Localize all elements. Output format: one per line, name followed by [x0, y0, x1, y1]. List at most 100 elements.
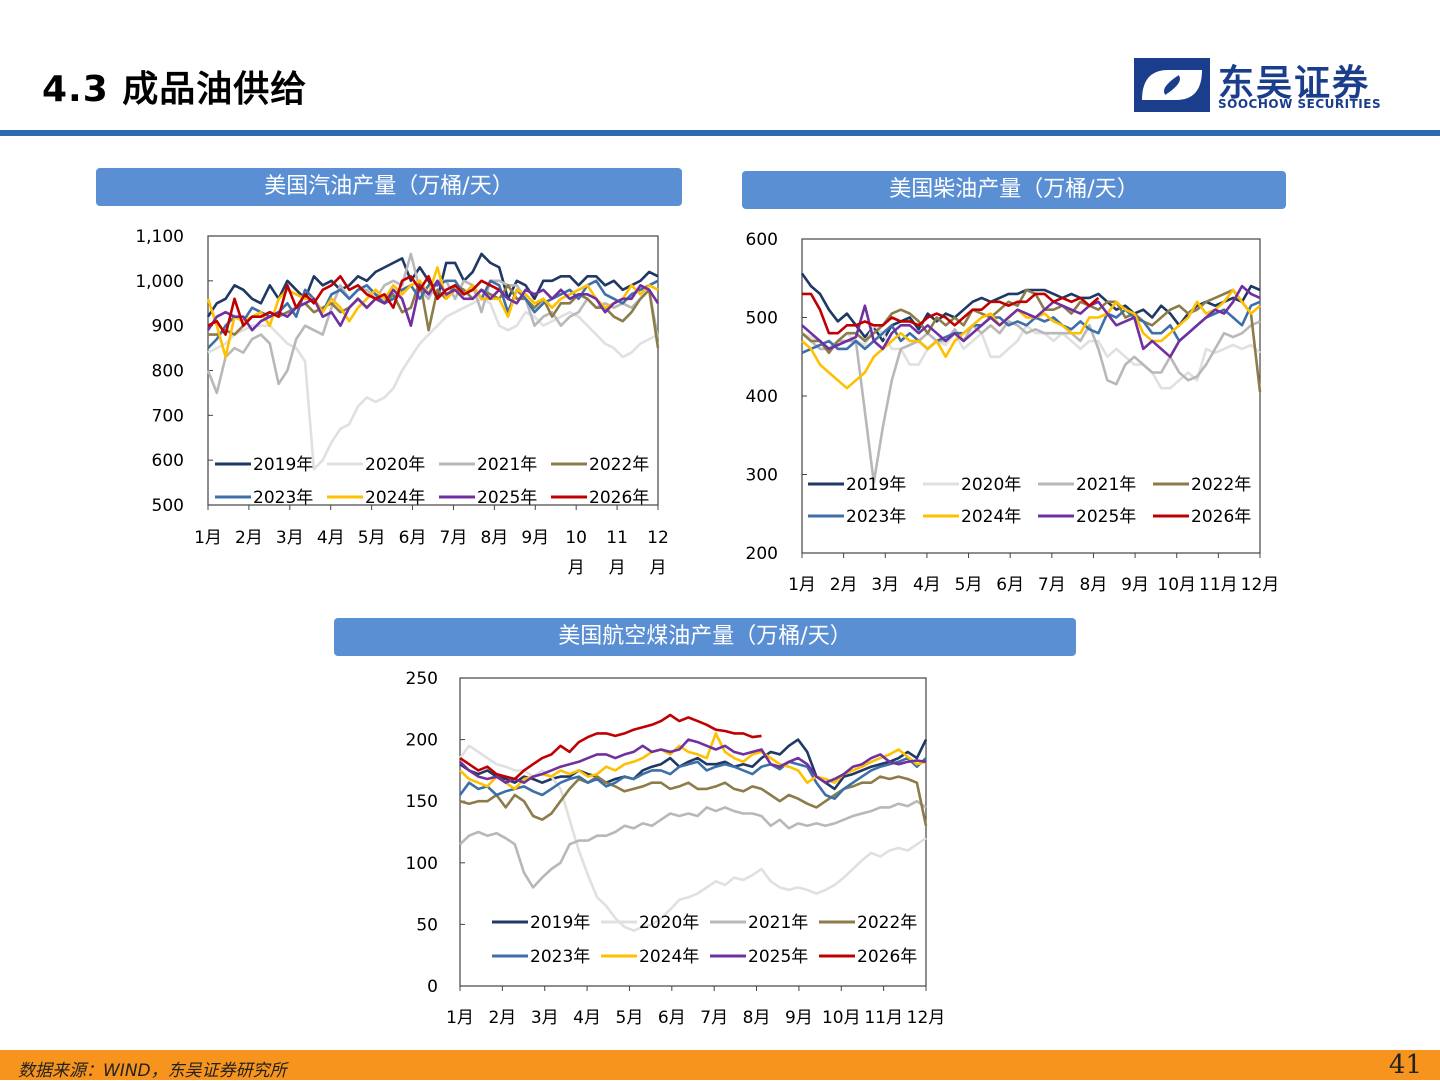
- y-tick-label: 700: [152, 406, 184, 426]
- legend-label: 2024年: [639, 947, 699, 967]
- y-tick-label: 800: [152, 362, 184, 382]
- series-line-2026年: [459, 713, 762, 781]
- series-line-2019年: [800, 272, 1261, 343]
- y-tick-label: 500: [152, 496, 184, 516]
- x-tick-label: 1月: [788, 575, 816, 595]
- legend-label: 2022年: [1191, 475, 1251, 495]
- series-line-2025年: [801, 284, 1261, 359]
- logo-mark-icon: [1134, 58, 1210, 112]
- logo-name: 东吴证券: [1218, 63, 1371, 104]
- legend-label: 2020年: [961, 475, 1021, 495]
- series-line-2020年: [458, 744, 927, 932]
- y-tick-label: 150: [406, 792, 438, 812]
- diesel-production-chart: 200 300 400 500 600 1月 2月 3月 4月 5月 6月 7月 8月 9月 10月 11月 1…: [746, 230, 1280, 595]
- x-tick-label: 3月: [531, 1008, 559, 1028]
- y-tick-label: 1,000: [135, 272, 184, 292]
- x-tick-label: 4月: [913, 575, 941, 595]
- series-line-2025年: [459, 738, 927, 784]
- series-line-2026年: [207, 274, 500, 336]
- series-line-2026年: [802, 292, 1100, 335]
- legend-label: 2022年: [857, 913, 917, 933]
- series-line-2021年: [459, 799, 927, 889]
- y-tick-label: 900: [152, 317, 184, 337]
- y-tick-label: 100: [406, 854, 438, 874]
- y-tick-label: 0: [427, 977, 438, 997]
- x-tick-label: 7月: [1038, 575, 1066, 595]
- x-tick-label: 1月: [194, 528, 222, 548]
- x-tick-label: 11月: [1199, 575, 1238, 595]
- y-tick-label: 600: [152, 451, 184, 471]
- legend-label: 2022年: [589, 455, 649, 475]
- x-tick-label: 2月: [235, 528, 263, 548]
- logo-subtitle: SOOCHOW SECURITIES: [1218, 97, 1382, 111]
- x-tick-label: 1月: [446, 1008, 474, 1028]
- x-tick-label: 4月: [317, 528, 345, 548]
- legend-label: 2021年: [477, 455, 537, 475]
- series-line-2024年: [206, 266, 659, 359]
- legend-label: 2024年: [961, 507, 1021, 527]
- x-tick-label: 8月: [480, 528, 508, 548]
- legend-label: 2023年: [253, 488, 313, 508]
- x-tick-label: 6月: [996, 575, 1024, 595]
- chart-title-gasoline: 美国汽油产量（万桶/天）: [96, 168, 682, 206]
- page-number: 41: [1388, 1050, 1422, 1080]
- x-tick-label: 2月: [488, 1008, 516, 1028]
- legend-label: 2019年: [530, 913, 590, 933]
- x-tick-label: 9月: [521, 528, 549, 548]
- series-line-2020年: [207, 297, 659, 471]
- x-tick-label: 2月: [830, 575, 858, 595]
- legend-label: 2021年: [748, 913, 808, 933]
- legend-label: 2025年: [1076, 507, 1136, 527]
- y-tick-label: 400: [746, 387, 778, 407]
- data-source-note: 数据来源：WIND，东吴证券研究所: [18, 1061, 287, 1081]
- legend-label: 2026年: [589, 488, 649, 508]
- series-line-2019年: [459, 738, 928, 791]
- y-tick-label: 200: [746, 544, 778, 564]
- legend-label: 2019年: [253, 455, 313, 475]
- x-tick-label: 11月: [864, 1008, 903, 1028]
- x-tick-label: 9月: [1121, 575, 1149, 595]
- x-tick-label: 8月: [743, 1008, 771, 1028]
- x-tick-label: 10月: [822, 1008, 861, 1028]
- legend-label: 2020年: [639, 913, 699, 933]
- x-tick-label: 8月: [1080, 575, 1108, 595]
- legend-label: 2025年: [477, 488, 537, 508]
- x-tick-label: 6月: [399, 528, 427, 548]
- y-tick-label: 200: [406, 731, 438, 751]
- x-tick-label: 5月: [955, 575, 983, 595]
- y-tick-label: 250: [406, 669, 438, 689]
- y-tick-label: 500: [746, 309, 778, 329]
- x-tick-label: 3月: [276, 528, 304, 548]
- gasoline-production-chart: 500 600 700 800 900 1,000 1,100 1月 2月 3月 4月 5月 6月 7月 8…: [135, 227, 669, 578]
- series-line-2023年: [458, 756, 927, 800]
- chart-title-jetfuel: 美国航空煤油产量（万桶/天）: [334, 618, 1076, 656]
- legend-label: 2023年: [846, 507, 906, 527]
- chart-title-diesel: 美国柴油产量（万桶/天）: [742, 171, 1286, 209]
- y-tick-label: 600: [746, 230, 778, 250]
- x-tick-label: 3月: [871, 575, 899, 595]
- x-tick-label: 10月: [1157, 575, 1196, 595]
- series-line-2024年: [801, 288, 1261, 390]
- x-tick-label: 12月: [1241, 575, 1280, 595]
- plot-frame: [459, 677, 927, 987]
- footer-bar: [0, 1050, 1440, 1080]
- x-tick-label: 12月: [907, 1008, 946, 1028]
- jetfuel-production-chart: 0 50 100 150 200 250 1月 2月 3月 4月 5月 6月 7月 8月 9月 10月 11月 1…: [406, 669, 946, 1028]
- y-tick-label: 50: [416, 915, 438, 935]
- legend-label: 2025年: [748, 947, 808, 967]
- series-line-2021年: [801, 320, 1261, 484]
- x-tick-label: 7月: [700, 1008, 728, 1028]
- x-tick-label: 6月: [658, 1008, 686, 1028]
- legend-label: 2024年: [365, 488, 425, 508]
- legend-label: 2020年: [365, 455, 425, 475]
- page-title: 4.3 成品油供给: [42, 69, 308, 110]
- series-line-2022年: [459, 775, 928, 827]
- legend-label: 2026年: [1191, 507, 1251, 527]
- legend-label: 2026年: [857, 947, 917, 967]
- y-tick-label: 300: [746, 466, 778, 486]
- x-tick-label: 5月: [358, 528, 386, 548]
- x-tick-label: 7月: [440, 528, 468, 548]
